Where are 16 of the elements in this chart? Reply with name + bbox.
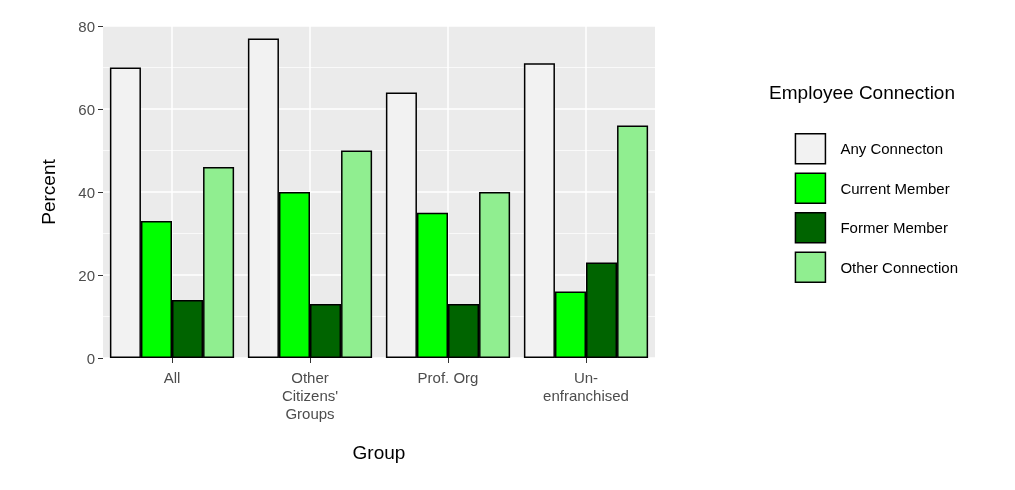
y-tick-label: 80 <box>78 17 95 35</box>
x-tick-label: All <box>163 368 181 386</box>
legend-label: Current Member <box>840 179 950 197</box>
x-axis-title: Group <box>352 442 406 463</box>
legend-label: Former Member <box>840 219 948 237</box>
x-tick-label: Other Citizens' Groups <box>281 368 339 422</box>
y-tick-label: 40 <box>78 183 95 201</box>
y-tick-label: 60 <box>78 100 95 118</box>
x-tick-label: Prof. Org <box>417 368 479 386</box>
y-tick-label: 0 <box>86 349 95 367</box>
y-tick-label: 20 <box>78 266 95 284</box>
x-tick-label: Un- enfranchised <box>543 368 629 404</box>
legend-title: Employee Connection <box>769 82 955 103</box>
y-axis-title: Percent <box>38 158 59 225</box>
legend-label: Other Connection <box>840 258 959 276</box>
legend-label: Any Connecton <box>840 140 944 158</box>
